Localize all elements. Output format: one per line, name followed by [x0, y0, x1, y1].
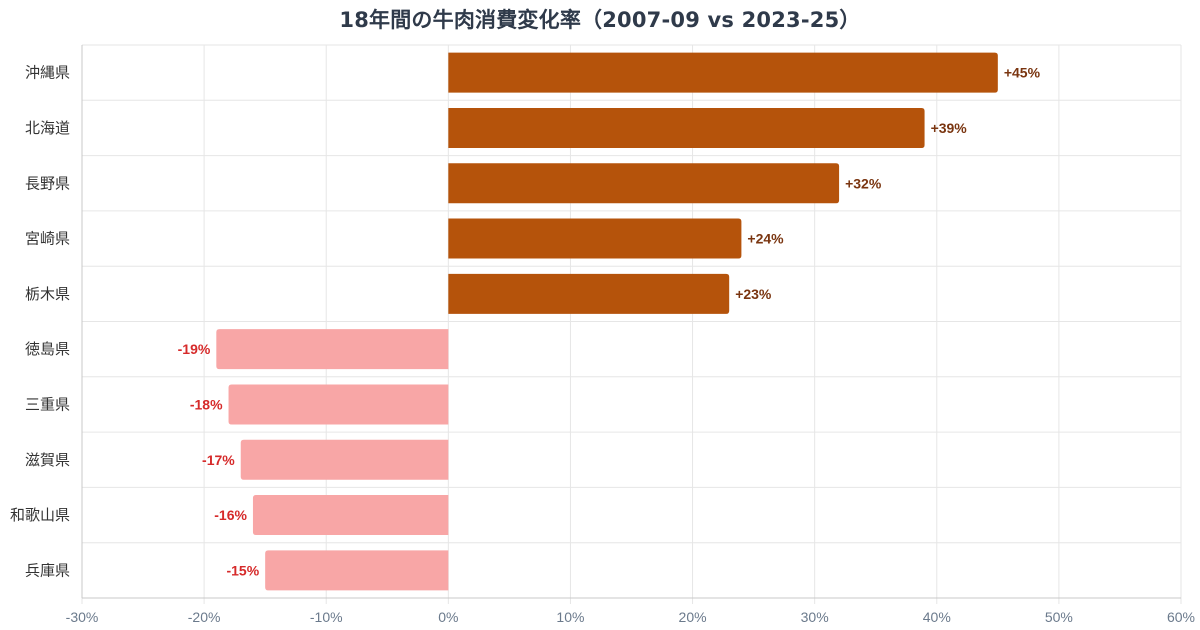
x-tick-label: 40%: [923, 609, 951, 625]
category-label: 兵庫県: [25, 561, 70, 579]
data-label: +24%: [747, 231, 784, 247]
data-label: -16%: [214, 507, 247, 523]
bar: [252, 495, 449, 536]
bar: [216, 329, 449, 370]
chart-title: 18年間の牛肉消費変化率（2007-09 vs 2023-25）: [339, 8, 861, 32]
data-label: +32%: [845, 175, 882, 191]
data-label: +39%: [931, 120, 968, 136]
category-label: 宮崎県: [25, 230, 70, 248]
data-label: -18%: [190, 396, 223, 412]
x-tick-label: 10%: [556, 609, 584, 625]
x-tick-label: 0%: [438, 609, 458, 625]
bar: [448, 273, 730, 314]
bar: [448, 107, 925, 148]
bar: [240, 439, 449, 480]
data-label: +23%: [735, 286, 772, 302]
category-label: 徳島県: [25, 340, 70, 358]
data-label: -15%: [226, 562, 259, 578]
category-label: 和歌山県: [10, 506, 70, 524]
category-label: 長野県: [25, 174, 70, 192]
bar: [265, 550, 449, 591]
category-label: 栃木県: [25, 285, 70, 303]
x-tick-label: 60%: [1167, 609, 1195, 625]
x-tick-label: 50%: [1045, 609, 1073, 625]
data-label: -17%: [202, 452, 235, 468]
bar: [448, 218, 742, 259]
category-label: 三重県: [25, 395, 70, 413]
data-label: +45%: [1004, 65, 1041, 81]
bar: [228, 384, 449, 425]
bar: [448, 163, 840, 204]
category-label: 沖縄県: [25, 64, 70, 82]
x-tick-label: -10%: [310, 609, 343, 625]
category-label: 北海道: [25, 119, 70, 137]
x-tick-label: 20%: [679, 609, 707, 625]
category-label: 滋賀県: [25, 451, 70, 469]
x-tick-label: -20%: [188, 609, 221, 625]
data-label: -19%: [178, 341, 211, 357]
bar: [448, 52, 998, 93]
x-tick-label: 30%: [801, 609, 829, 625]
x-tick-label: -30%: [66, 609, 99, 625]
